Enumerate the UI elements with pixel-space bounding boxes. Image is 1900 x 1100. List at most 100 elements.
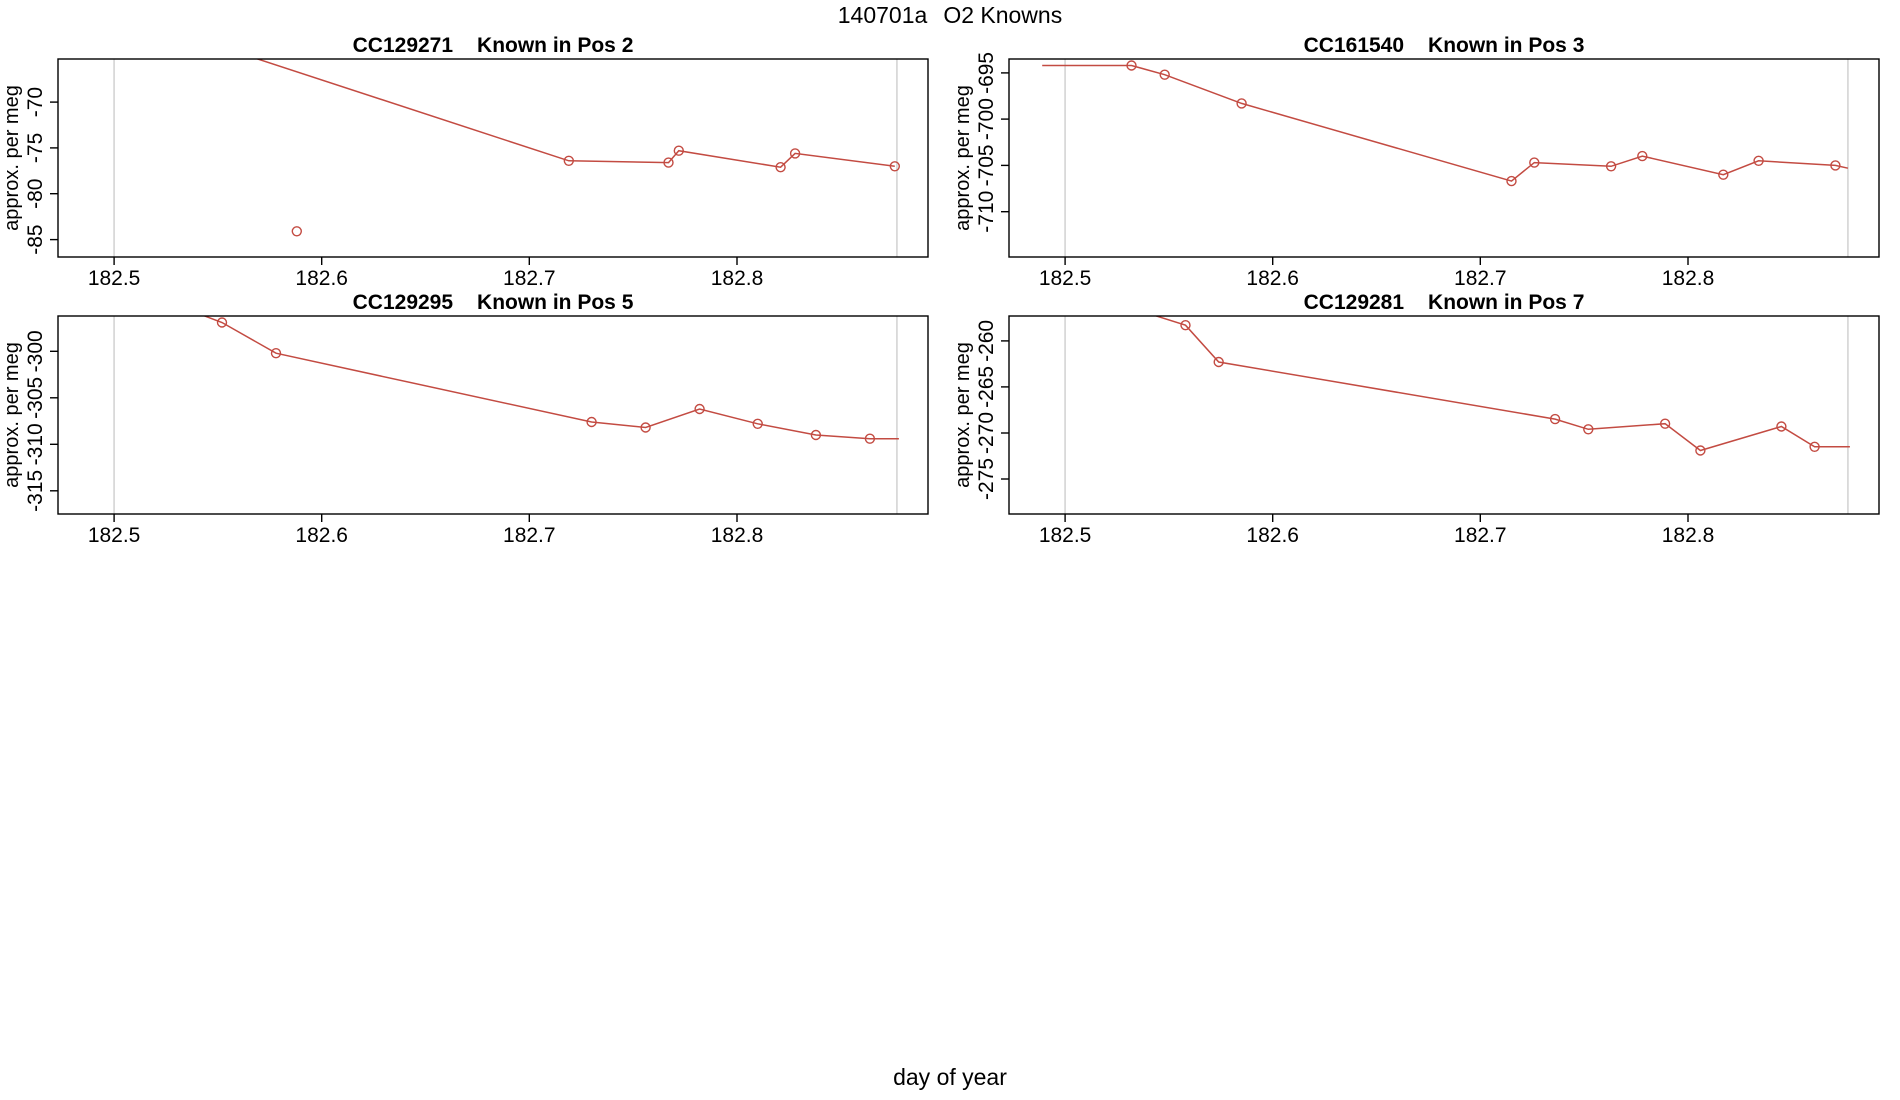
- y-tick-label: -75: [24, 133, 47, 163]
- data-point-marker: [563, 155, 574, 167]
- data-point-marker: [1583, 424, 1594, 435]
- x-tick-label: 182.8: [1662, 267, 1715, 290]
- x-tick-label: 182.7: [1454, 267, 1507, 290]
- panel-title: CC161540 Known in Pos 3: [1009, 35, 1879, 56]
- data-point-marker: [673, 145, 684, 156]
- y-axis-label: approx. per meg: [1, 85, 23, 231]
- x-tick-label: 182.8: [711, 267, 764, 290]
- data-point-marker: [1753, 155, 1764, 167]
- x-tick-label: 182.6: [295, 267, 348, 290]
- data-line: [1153, 316, 1850, 452]
- data-point-marker: [889, 161, 900, 172]
- panel-known-pos-3: 182.5 182.6 182.7 182.8 -695 -700 -705 -710 appr…: [951, 27, 1891, 297]
- panel-title: CC129281 Known in Pos 7: [1009, 292, 1879, 313]
- y-tick-label: -300: [24, 330, 47, 372]
- panel-known-pos-2: 182.5 182.6 182.7 182.8 -70 -75 -80 -85 approx. …: [0, 27, 940, 297]
- x-tick-label: 182.6: [1246, 524, 1299, 547]
- data-point-marker: [1529, 157, 1540, 168]
- panel-title-code: CC129295: [352, 291, 454, 314]
- y-tick-label: -710: [975, 191, 998, 233]
- data-point-marker: [1506, 175, 1517, 187]
- main-title-run-id: 140701a: [837, 2, 928, 28]
- x-tick-label: 182.7: [503, 524, 556, 547]
- data-point-marker: [1776, 421, 1787, 432]
- plot-svg-pos-7: 182.5 182.6 182.7 182.8 -260 -265 -270 -275appr…: [952, 315, 1880, 547]
- data-point-marker: [216, 317, 228, 328]
- panel-title-pos: Known in Pos 5: [477, 291, 634, 314]
- data-point-marker: [640, 422, 651, 433]
- panel-title-pos: Known in Pos 2: [477, 34, 634, 57]
- y-tick-label: -695: [975, 52, 998, 94]
- data-line: [1042, 64, 1849, 182]
- x-tick-label: 182.5: [1039, 524, 1092, 547]
- data-point-marker: [864, 433, 876, 444]
- data-point-marker: [1213, 356, 1224, 368]
- panel-title-code: CC129271: [352, 34, 454, 57]
- y-tick-label: -80: [24, 179, 47, 209]
- main-title: 140701a O2 Knowns: [0, 3, 1900, 27]
- y-axis-label: approx. per meg: [1, 342, 23, 488]
- x-tick-label: 182.6: [1246, 267, 1299, 290]
- panel-title-pos: Known in Pos 3: [1428, 34, 1585, 57]
- panel-known-pos-7: 182.5 182.6 182.7 182.8 -260 -265 -270 -275 appr…: [951, 284, 1891, 554]
- y-tick-label: -265: [975, 366, 998, 408]
- y-tick-label: -270: [975, 412, 998, 454]
- x-tick-label: 182.6: [295, 524, 348, 547]
- plot-svg-pos-2: 182.5 182.6 182.7 182.8 -70 -75 -80 -85approx. …: [1, 58, 929, 290]
- y-tick-label: -275: [975, 458, 998, 500]
- data-point-marker: [1549, 413, 1561, 425]
- data-point-marker: [1695, 445, 1706, 456]
- data-point-marker: [663, 157, 674, 168]
- plot-box: [1008, 315, 1880, 515]
- y-axis-label: approx. per meg: [952, 85, 974, 231]
- y-tick-label: -310: [24, 423, 47, 465]
- x-tick-label: 182.8: [1662, 524, 1715, 547]
- panel-known-pos-5: 182.5 182.6 182.7 182.8 -300 -305 -310 -315 appr…: [0, 284, 940, 554]
- data-point-marker: [1830, 160, 1841, 171]
- panel-title-pos: Known in Pos 7: [1428, 291, 1585, 314]
- panel-title: CC129295 Known in Pos 5: [58, 292, 928, 313]
- data-point-marker: [775, 161, 786, 173]
- y-tick-label: -315: [24, 470, 47, 512]
- data-point-marker: [1126, 60, 1137, 71]
- data-point-marker: [1809, 441, 1820, 453]
- data-line: [255, 59, 895, 168]
- data-point-marker: [291, 226, 302, 237]
- data-point-marker: [752, 418, 763, 430]
- x-axis-outer-label: day of year: [893, 1064, 1007, 1090]
- data-point-marker: [789, 148, 801, 159]
- data-line: [202, 316, 899, 440]
- data-point-marker: [586, 416, 597, 428]
- y-tick-label: -305: [24, 377, 47, 419]
- panel-title-code: CC161540: [1303, 34, 1405, 57]
- data-point-marker: [1159, 69, 1170, 80]
- plot-svg-pos-5: 182.5 182.6 182.7 182.8 -300 -305 -310 -315appr…: [1, 315, 929, 547]
- data-point-marker: [1236, 98, 1247, 109]
- x-tick-label: 182.8: [711, 524, 764, 547]
- plot-svg-pos-3: 182.5 182.6 182.7 182.8 -695 -700 -705 -710appr…: [952, 52, 1880, 290]
- data-point-marker: [1605, 161, 1617, 172]
- x-tick-label: 182.7: [503, 267, 556, 290]
- panel-title-code: CC129281: [1303, 291, 1405, 314]
- x-tick-label: 182.5: [88, 524, 141, 547]
- y-tick-label: -705: [975, 144, 998, 186]
- panel-title: CC129271 Known in Pos 2: [58, 35, 928, 56]
- data-point-marker: [1659, 418, 1671, 429]
- main-title-text: O2 Knowns: [943, 2, 1063, 28]
- data-point-marker: [1637, 150, 1648, 162]
- data-point-marker: [270, 347, 282, 359]
- data-point-marker: [810, 429, 822, 441]
- x-tick-label: 182.7: [1454, 524, 1507, 547]
- y-tick-label: -70: [24, 87, 47, 117]
- plot-box: [1008, 58, 1880, 258]
- y-tick-label: -700: [975, 98, 998, 140]
- x-tick-label: 182.5: [1039, 267, 1092, 290]
- data-point-marker: [1718, 169, 1729, 180]
- plot-box: [57, 58, 929, 258]
- plot-box: [57, 315, 929, 515]
- y-axis-label: approx. per meg: [952, 342, 974, 488]
- x-tick-label: 182.5: [88, 267, 141, 290]
- data-point-marker: [1180, 320, 1191, 331]
- y-tick-label: -85: [24, 224, 47, 254]
